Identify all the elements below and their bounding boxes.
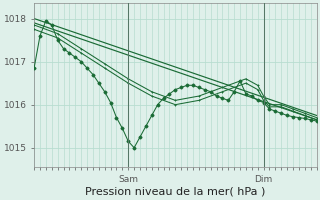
X-axis label: Pression niveau de la mer( hPa ): Pression niveau de la mer( hPa ) [85,187,266,197]
